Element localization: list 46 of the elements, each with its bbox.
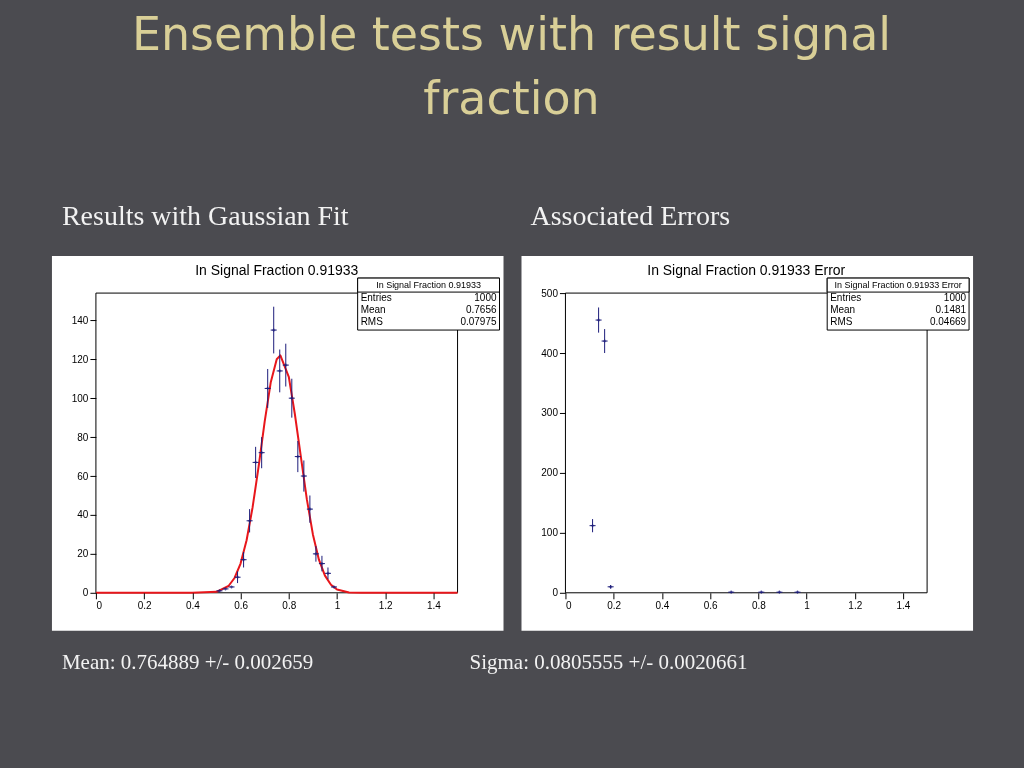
x-tick-label: 1.4 <box>427 600 442 612</box>
text: Mean 0.1481 <box>830 304 967 316</box>
y-tick-label: 0 <box>552 587 559 599</box>
text: Entries 1000 <box>360 292 497 304</box>
text: Results with Gaussian Fit <box>61 200 349 232</box>
y-tick-label: 20 <box>77 548 89 560</box>
x-tick-label: 0.4 <box>185 600 201 612</box>
x-tick-label: 0 <box>565 600 572 612</box>
x-tick-label: 0.8 <box>751 600 767 612</box>
y-tick-label: 400 <box>541 347 559 359</box>
x-tick-label: 0 <box>96 600 103 612</box>
text: Entries 1000 <box>830 292 967 304</box>
x-tick-label: 0.2 <box>137 600 153 612</box>
chart-title: In Signal Fraction 0.91933 <box>195 262 359 279</box>
y-tick-label: 100 <box>541 527 559 539</box>
x-tick-label: 0.6 <box>234 600 249 612</box>
x-tick-label: 1.2 <box>848 600 863 612</box>
y-tick-label: 500 <box>541 287 559 299</box>
y-tick-label: 40 <box>77 509 89 521</box>
x-tick-label: 1.4 <box>896 600 911 612</box>
y-tick-label: 300 <box>541 407 559 419</box>
x-tick-label: 0.8 <box>282 600 297 612</box>
x-tick-label: 0.4 <box>655 600 670 612</box>
text: In Signal Fraction 0.91933 Error <box>834 280 962 291</box>
text: Associated Errors <box>530 200 731 232</box>
text: In Signal Fraction 0.91933 <box>376 280 482 291</box>
y-tick-label: 140 <box>71 314 89 326</box>
y-tick-label: 100 <box>71 392 89 404</box>
y-tick-label: 0 <box>82 587 89 599</box>
text: Ensemble tests with result signal fraction <box>131 7 892 126</box>
text: RMS 0.04669 <box>830 316 967 328</box>
text: Sigma: 0.0805555 +/- 0.0020661 <box>469 649 748 674</box>
x-tick-label: 0.6 <box>703 600 718 612</box>
y-tick-label: 80 <box>77 431 89 443</box>
y-tick-label: 200 <box>541 467 559 479</box>
x-tick-label: 0.2 <box>607 600 622 612</box>
chart-title: In Signal Fraction 0.91933 Error <box>647 262 846 279</box>
x-tick-label: 1 <box>804 600 811 612</box>
text: RMS 0.07975 <box>360 316 497 328</box>
x-tick-label: 1.2 <box>378 600 394 612</box>
text: Mean: 0.764889 +/- 0.002659 <box>61 649 314 674</box>
y-tick-label: 60 <box>77 470 89 482</box>
x-tick-label: 1 <box>334 600 341 612</box>
text: Mean 0.7656 <box>360 304 497 316</box>
y-tick-label: 120 <box>71 353 89 365</box>
line-series <box>94 354 459 594</box>
